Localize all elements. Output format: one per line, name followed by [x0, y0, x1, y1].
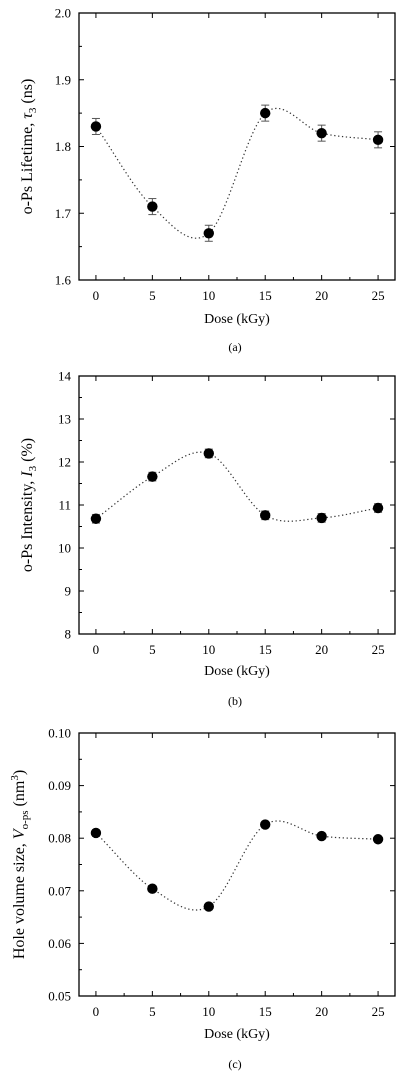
- data-point: [372, 834, 384, 845]
- fit-curve: [95, 107, 379, 239]
- y-axis-title-unit: (nm: [11, 780, 28, 810]
- x-tick-label: 15: [259, 642, 272, 657]
- x-tick-label: 25: [372, 288, 385, 303]
- data-point: [90, 121, 102, 132]
- plot-frame: [78, 732, 396, 997]
- x-tick-label: 5: [149, 288, 156, 303]
- x-axis-title: Dose (kGy): [204, 664, 270, 679]
- x-tick-label: 0: [93, 288, 100, 303]
- y-axis-title: o-Ps Intensity, I3 (%): [19, 438, 39, 572]
- y-tick-label: 11: [58, 498, 71, 513]
- y-tick-label: 0.08: [48, 831, 71, 846]
- y-axis-title: o-Ps Lifetime, τ3 (ns): [19, 79, 39, 215]
- data-point: [316, 830, 327, 842]
- x-tick-label: 15: [259, 288, 272, 303]
- y-axis-title-unit: (%): [19, 438, 36, 466]
- x-tick-label: 25: [372, 1004, 385, 1019]
- x-tick-label: 15: [259, 1004, 272, 1019]
- data-point: [316, 127, 327, 139]
- y-tick-label: 1.7: [55, 206, 72, 221]
- chart-panel-2: 0 5 10 15 20 25 8 9 10 11 12 13 14 Dose (kGy) o-Ps Int…: [19, 369, 396, 708]
- data-point: [203, 901, 214, 912]
- y-tick-label: 9: [65, 584, 72, 599]
- y-tick-label: 0.05: [48, 989, 71, 1004]
- x-tick-label: 20: [315, 288, 328, 303]
- data-point: [260, 107, 271, 119]
- plot-frame: [78, 12, 396, 281]
- y-tick-label: 0.10: [48, 726, 71, 741]
- data-point: [147, 471, 158, 482]
- x-tick-label: 5: [149, 1004, 156, 1019]
- y-tick-label: 10: [58, 541, 71, 556]
- data-point: [203, 228, 214, 239]
- y-axis-title-subscript: 3: [27, 465, 39, 471]
- y-axis-title-variable: I: [19, 471, 36, 478]
- y-axis-title-subscript: 3: [27, 107, 39, 113]
- x-tick-label: 25: [372, 642, 385, 657]
- x-tick-label: 10: [202, 642, 215, 657]
- y-tick-label: 13: [58, 412, 71, 427]
- panel-caption: (c): [228, 1057, 241, 1071]
- panel-caption: (a): [228, 340, 241, 354]
- y-axis-title-unit: (ns): [19, 79, 36, 108]
- x-tick-label: 5: [149, 642, 156, 657]
- y-tick-label: 12: [58, 455, 71, 470]
- data-point: [147, 201, 158, 212]
- y-axis-title: Hole volume size, Vo-ps (nm3): [9, 770, 31, 959]
- x-tick-label: 10: [202, 288, 215, 303]
- y-tick-label: 8: [65, 627, 72, 642]
- x-axis-title: Dose (kGy): [204, 312, 270, 327]
- y-axis-title-close: ): [11, 770, 28, 775]
- y-axis-title-text: Hole volume size,: [11, 839, 28, 959]
- fit-curve: [95, 820, 379, 911]
- chart-panel-3: 0 5 10 15 20 25 0.05 0.06 0.07 0.08 0.09 0.10 Dose (…: [9, 726, 396, 1071]
- y-tick-label: 2.0: [55, 6, 71, 21]
- x-tick-label: 10: [202, 1004, 215, 1019]
- data-point: [90, 827, 102, 839]
- y-axis-title-subscript: o-ps: [19, 810, 31, 829]
- panel-caption: (b): [228, 694, 242, 708]
- plot-frame: [78, 375, 396, 635]
- x-tick-label: 0: [93, 1004, 100, 1019]
- y-axis-title-text: o-Ps Intensity,: [19, 477, 36, 572]
- y-tick-label: 1.6: [55, 273, 72, 288]
- data-point: [203, 448, 214, 459]
- y-tick-label: 14: [58, 369, 72, 384]
- data-point: [260, 819, 271, 830]
- data-point: [372, 134, 384, 146]
- y-tick-label: 0.07: [48, 883, 71, 898]
- data-point: [372, 502, 384, 514]
- x-axis-title: Dose (kGy): [204, 1027, 270, 1042]
- data-point: [147, 883, 158, 894]
- chart-panel-1: 0 5 10 15 20 25 1.6 1.7 1.8 1.9 2.0 Dose (kGy) o-Ps …: [19, 6, 396, 354]
- x-tick-label: 0: [93, 642, 100, 657]
- y-tick-label: 0.09: [48, 778, 71, 793]
- y-tick-label: 1.8: [55, 139, 71, 154]
- x-tick-label: 20: [315, 1004, 328, 1019]
- y-axis-title-text: o-Ps Lifetime,: [19, 119, 36, 215]
- y-axis-title-superscript: 3: [9, 775, 21, 781]
- y-axis-title-variable: V: [11, 827, 28, 839]
- y-tick-label: 1.9: [55, 72, 71, 87]
- y-axis-title-variable: τ: [19, 112, 36, 119]
- y-tick-label: 0.06: [48, 936, 71, 951]
- x-tick-label: 20: [315, 642, 328, 657]
- data-point: [316, 512, 327, 524]
- data-point: [90, 513, 102, 524]
- data-point: [260, 510, 271, 521]
- fit-curve: [95, 451, 379, 522]
